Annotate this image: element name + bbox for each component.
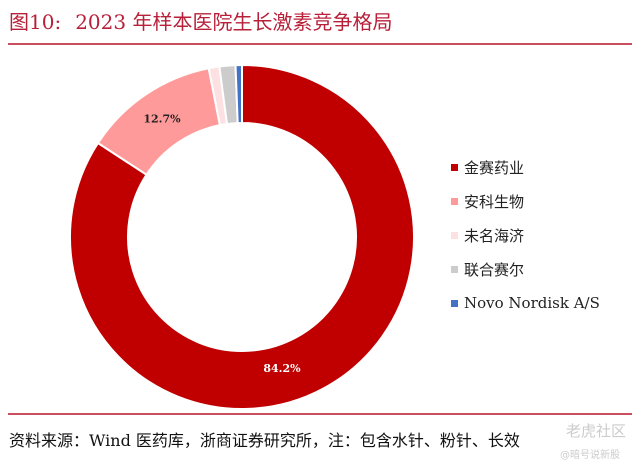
- source-rule: [8, 413, 632, 415]
- legend-item: 金赛药业: [451, 150, 600, 184]
- legend: 金赛药业安科生物未名海济联合赛尔 Novo Nordisk A/S: [451, 150, 600, 320]
- figure-number: 图10:: [9, 10, 62, 34]
- figure-title-text: 2023 年样本医院生长激素竞争格局: [75, 10, 393, 34]
- data-label-2: 12.7%: [143, 112, 181, 125]
- legend-swatch: [451, 197, 458, 205]
- legend-item: 安科生物: [451, 184, 600, 218]
- donut-slice-1: [69, 63, 415, 410]
- legend-label: 联合赛尔: [464, 260, 525, 279]
- legend-swatch: [451, 231, 458, 239]
- legend-label: 安科生物: [464, 192, 525, 211]
- donut-slice-5: [234, 63, 243, 125]
- watermark-handle: @暗号说新股: [560, 450, 620, 461]
- source-note: 资料来源：Wind 医药库，浙商证券研究所，注：包含水针、粉针、长效: [9, 431, 520, 450]
- legend-label: Novo Nordisk A/S: [464, 294, 600, 312]
- legend-label: 未名海济: [464, 226, 525, 245]
- legend-label: 金赛药业: [464, 158, 525, 177]
- legend-item: 未名海济: [451, 218, 600, 252]
- legend-item: Novo Nordisk A/S: [451, 286, 600, 320]
- watermark-logo: 老虎社区: [566, 422, 627, 440]
- legend-swatch: [451, 299, 458, 307]
- title-rule: [8, 43, 632, 45]
- legend-swatch: [451, 265, 458, 273]
- data-label-1: 84.2%: [263, 362, 301, 375]
- legend-swatch: [451, 163, 458, 171]
- legend-item: 联合赛尔: [451, 252, 600, 286]
- figure-title: 图10: 2023 年样本医院生长激素竞争格局: [9, 6, 392, 35]
